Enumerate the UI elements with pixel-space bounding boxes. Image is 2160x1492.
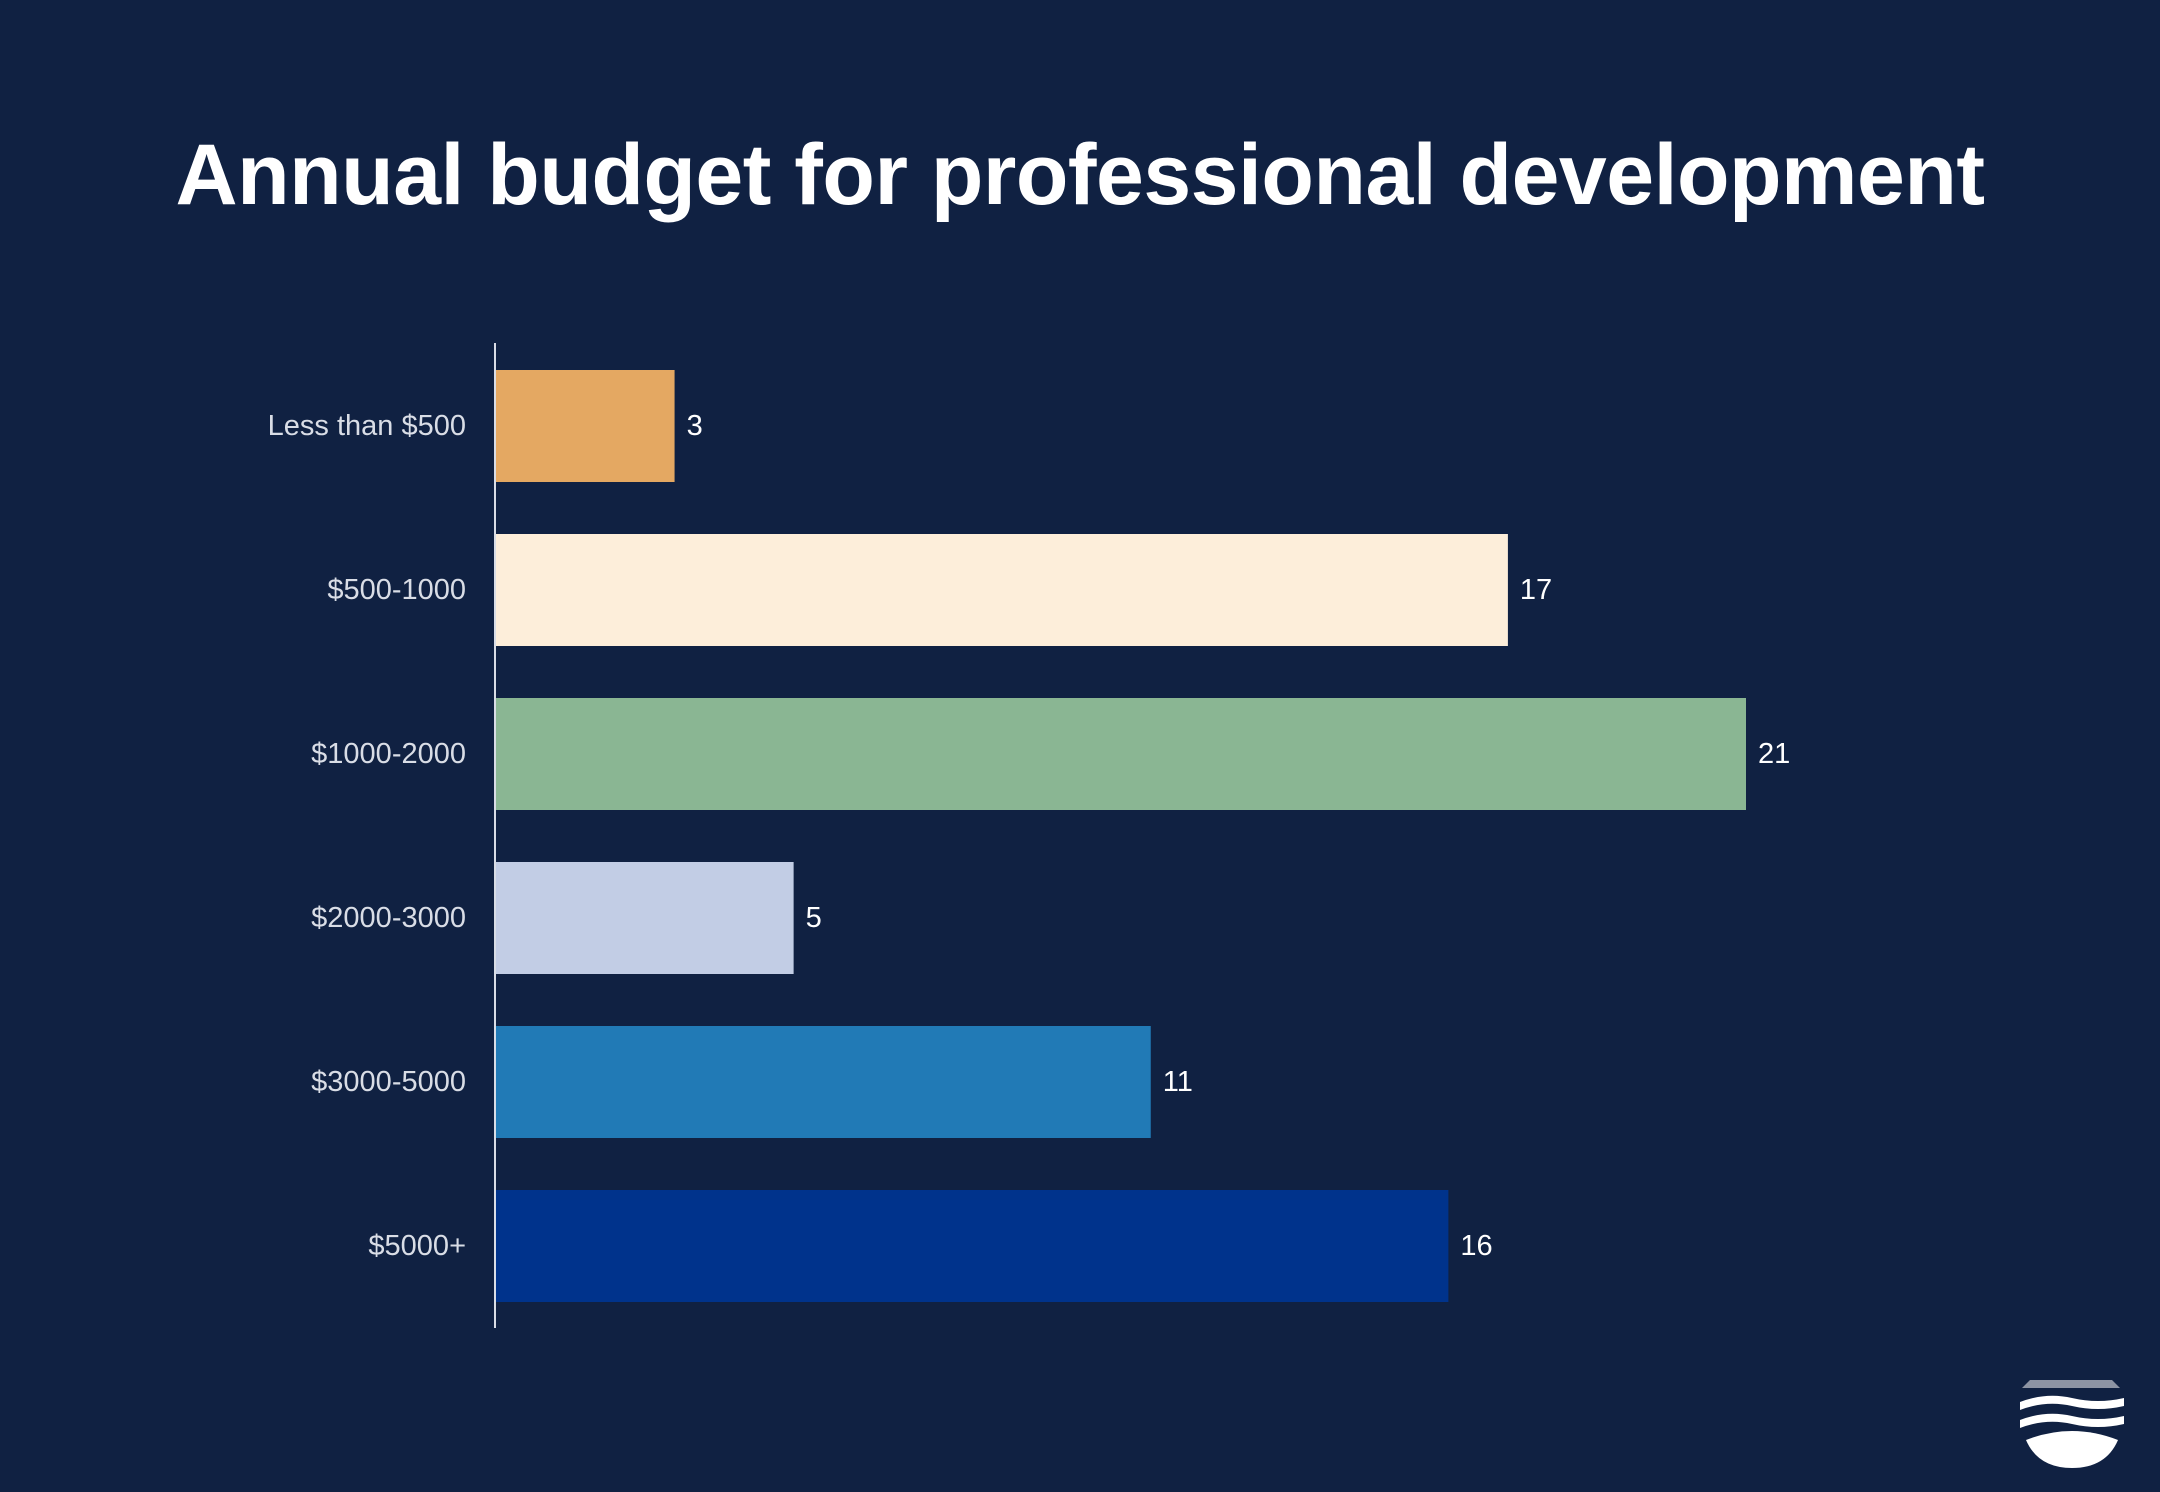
bar-1 [496, 534, 1508, 646]
chart-title: Annual budget for professional developme… [175, 127, 1985, 223]
brand-logo-icon [2020, 1380, 2124, 1468]
value-label-0: 3 [687, 410, 703, 442]
bars-group: Less than $500 3 $500-1000 17 $1000-2000 21 $2… [268, 370, 1790, 1302]
value-label-1: 17 [1520, 574, 1552, 606]
bar-5 [496, 1190, 1449, 1302]
category-label-4: $3000-5000 [311, 1066, 466, 1098]
category-label-5: $5000+ [368, 1230, 466, 1262]
value-label-2: 21 [1758, 738, 1790, 770]
category-label-0: Less than $500 [268, 410, 466, 442]
bar-4 [496, 1026, 1151, 1138]
value-label-5: 16 [1460, 1230, 1492, 1262]
bar-2 [496, 698, 1746, 810]
bar-0 [496, 370, 675, 482]
category-label-3: $2000-3000 [311, 902, 466, 934]
bar-3 [496, 862, 794, 974]
value-label-3: 5 [806, 902, 822, 934]
category-label-1: $500-1000 [327, 574, 466, 606]
value-label-4: 11 [1163, 1066, 1193, 1098]
category-label-2: $1000-2000 [311, 738, 466, 770]
